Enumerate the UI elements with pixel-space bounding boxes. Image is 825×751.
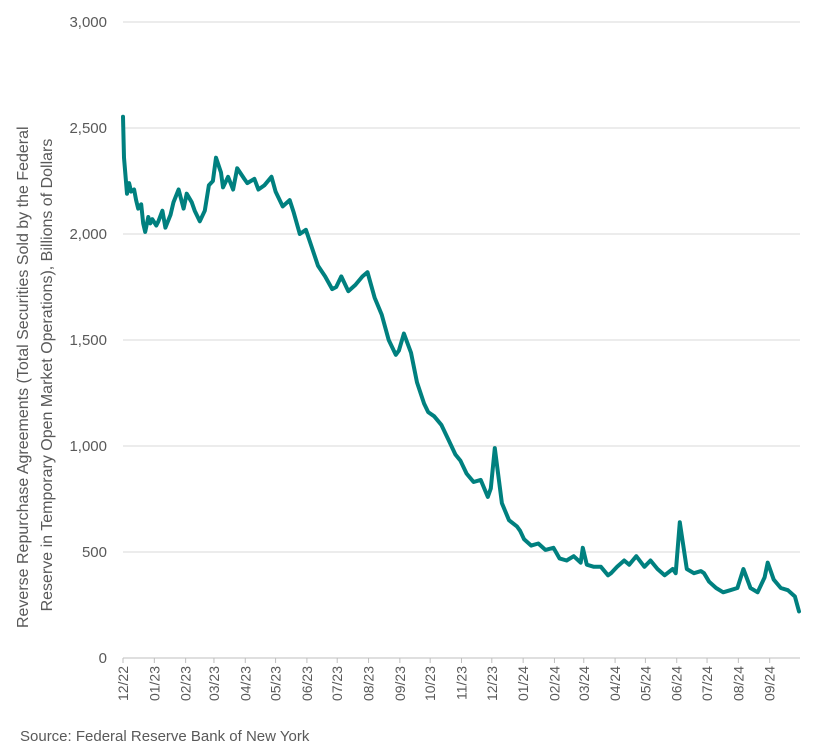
- x-tick-label: 09/24: [762, 666, 778, 701]
- x-tick-label: 02/23: [178, 666, 194, 701]
- x-tick-label: 06/24: [669, 666, 685, 701]
- x-axis-labels: 12/22 01/23 02/23 03/23 04/23 05/23 06/23 07/23…: [115, 666, 778, 701]
- y-tick-label: 0: [99, 650, 107, 667]
- series-line: [121, 114, 801, 614]
- gridlines: [123, 21, 800, 553]
- x-tick-label: 01/24: [515, 666, 531, 701]
- x-tick-label: 12/22: [115, 666, 131, 701]
- y-axis-title: Reverse Repurchase Agreements (Total Sec…: [15, 122, 56, 628]
- x-tick-label: 03/23: [206, 666, 222, 701]
- y-axis-labels: 0 500 1,000 1,500 2,000 2,500 3,000: [69, 14, 107, 667]
- x-tick-label: 06/23: [299, 666, 315, 701]
- x-tick-label: 03/24: [576, 666, 592, 701]
- y-tick-label: 1,500: [69, 332, 107, 349]
- x-tick-label: 08/23: [361, 666, 377, 701]
- x-tick-label: 01/23: [146, 666, 162, 701]
- y-axis-title-line-2: Reserve in Temporary Open Market Operati…: [39, 139, 56, 612]
- x-tick-label: 08/24: [730, 666, 746, 701]
- y-tick-label: 3,000: [69, 14, 107, 31]
- x-tick-label: 02/24: [546, 666, 562, 701]
- x-tick-label: 11/23: [454, 666, 470, 700]
- x-tick-label: 07/24: [699, 666, 715, 701]
- x-tick-label: 09/23: [392, 666, 408, 701]
- x-tick-label: 10/23: [422, 666, 438, 701]
- y-tick-label: 500: [82, 544, 107, 561]
- y-tick-label: 2,500: [69, 120, 107, 137]
- x-tick-label: 04/23: [237, 666, 253, 701]
- x-tick-label: 07/23: [329, 666, 345, 701]
- x-axis-ticks: [122, 658, 771, 663]
- y-tick-label: 1,000: [69, 438, 107, 455]
- x-tick-label: 12/23: [484, 666, 500, 701]
- y-axis-title-line-1: Reverse Repurchase Agreements (Total Sec…: [15, 126, 32, 628]
- source-note: Source: Federal Reserve Bank of New York: [20, 728, 310, 745]
- x-tick-label: 04/24: [607, 666, 623, 701]
- x-tick-label: 05/23: [268, 666, 284, 701]
- x-tick-label: 05/24: [637, 666, 653, 701]
- y-tick-label: 2,000: [69, 226, 107, 243]
